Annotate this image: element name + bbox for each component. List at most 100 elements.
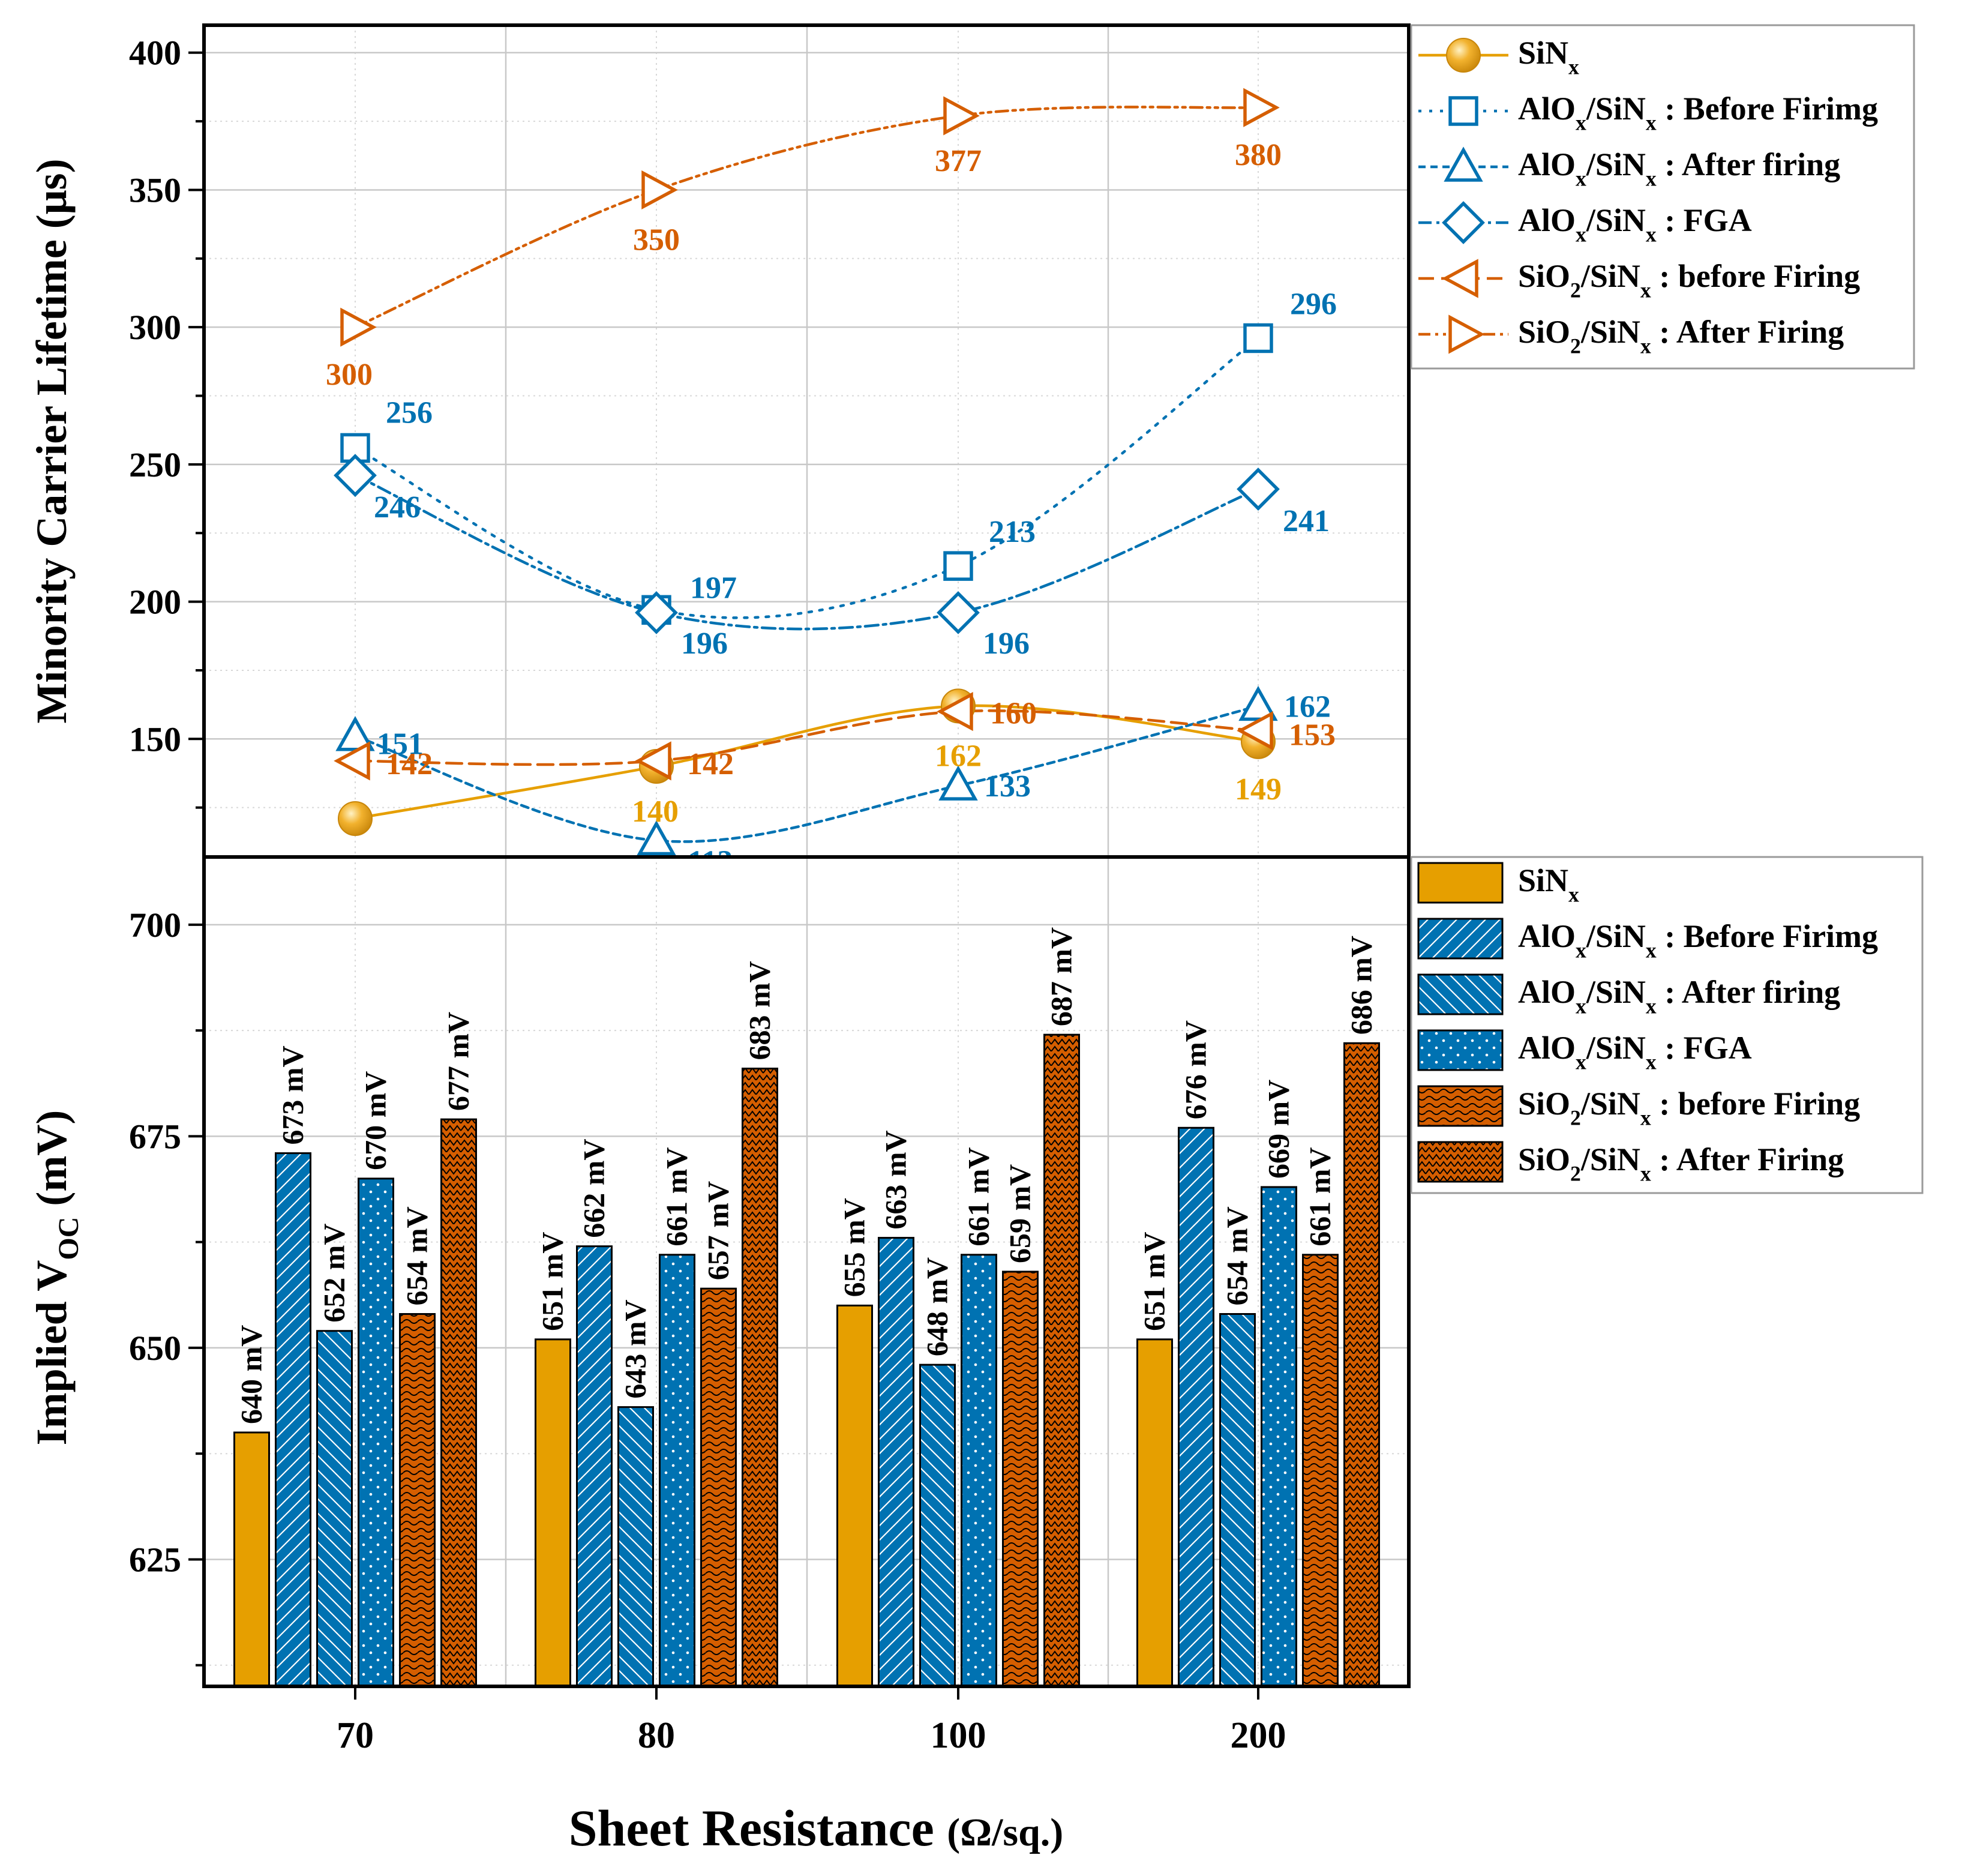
voc-value-label: 659 mV [1003, 1164, 1037, 1263]
lifetime-value-label: 142 [386, 747, 433, 781]
voc-ytick-label: 625 [129, 1540, 181, 1579]
voc-legend-swatch [1417, 1029, 1504, 1071]
voc-value-label: 662 mV [577, 1138, 611, 1237]
voc-legend: SiNx AlOx/SiNx : Before Firimg AlOx/SiNx :… [1410, 856, 1924, 1194]
voc-legend-swatch [1417, 973, 1504, 1015]
lifetime-value-label: 300 [326, 358, 373, 392]
x-axis-label: Sheet Resistance (Ω/sq.) [569, 1799, 1064, 1857]
lifetime-value-label: 153 [1289, 718, 1336, 753]
lifetime-value-label: 162 [1284, 690, 1331, 724]
voc-bar-alox_fga-2 [659, 1254, 695, 1688]
lifetime-point-sio2_after-1 [340, 307, 377, 347]
lifetime-value-label: 142 [687, 747, 734, 781]
lifetime-y-label: Minority Carrier Lifetime (μs) [28, 158, 76, 723]
voc-value-label: 657 mV [701, 1181, 735, 1280]
lifetime-point-sio2_after-3 [943, 96, 980, 136]
lifetime-value-label: 196 [983, 627, 1030, 661]
voc-value-label: 651 mV [1138, 1232, 1171, 1331]
lifetime-legend-marker [1448, 96, 1478, 126]
voc-legend-item-sinx: SiNx [1417, 862, 1579, 906]
voc-bar-sio2_before-4 [1302, 1254, 1339, 1688]
lifetime-curve-alox_before [353, 337, 1260, 619]
lifetime-value-label: 149 [1235, 772, 1282, 807]
voc-value-label: 661 mV [660, 1147, 694, 1246]
lifetime-legend-label-alox_before: AlOx/SiNx : Before Firimg [1518, 91, 1878, 134]
voc-bar-sio2_after-1 [440, 1118, 477, 1688]
lifetime-markers [334, 88, 1280, 856]
lifetime-point-alox_after-3 [938, 765, 978, 801]
lifetime-point-sio2_after-4 [1243, 88, 1280, 127]
voc-bar-alox_after-1 [316, 1330, 353, 1688]
voc-value-label: 651 mV [536, 1232, 569, 1331]
lifetime-legend-item-alox_before: AlOx/SiNx : Before Firimg [1418, 91, 1878, 134]
lifetime-legend-item-sinx: SiNx [1418, 35, 1579, 79]
lifetime-value-label: 140 [632, 795, 679, 829]
lifetime-ytick-label: 300 [129, 308, 181, 347]
voc-bar-alox_fga-1 [358, 1177, 394, 1688]
lifetime-value-labels: 1401621492561972132961511131331622461961… [326, 138, 1337, 879]
voc-frame [202, 855, 1411, 1688]
voc-bar-sinx-2 [535, 1338, 571, 1688]
voc-ytick-label: 675 [129, 1117, 181, 1156]
lifetime-curve-sio2_before [353, 709, 1260, 766]
voc-legend-label-alox_after: AlOx/SiNx : After firing [1518, 974, 1840, 1018]
voc-value-label: 655 mV [838, 1198, 871, 1297]
voc-panel: 625 650 675 700 Implied VOC (mV) 640 mV 651 mV… [28, 855, 1411, 1688]
lifetime-curve-sinx [353, 704, 1260, 820]
voc-legend-swatch [1417, 1141, 1504, 1183]
voc-bar-alox_fga-4 [1261, 1186, 1297, 1688]
voc-legend-item-sio2_after: SiO2/SiNx : After Firing [1417, 1141, 1844, 1185]
voc-value-label: 654 mV [400, 1206, 434, 1305]
voc-legend-label-sio2_after: SiO2/SiNx : After Firing [1518, 1141, 1844, 1185]
lifetime-legend-label-sio2_before: SiO2/SiNx : before Firing [1518, 258, 1860, 302]
lifetime-point-alox_after-2 [637, 820, 676, 856]
voc-bar-alox_before-4 [1178, 1126, 1214, 1688]
voc-bar-alox_after-4 [1219, 1313, 1256, 1688]
lifetime-legend-marker [1442, 259, 1478, 298]
lifetime-point-sio2_after-2 [641, 170, 678, 210]
voc-bar-sio2_before-3 [1002, 1270, 1039, 1688]
lifetime-value-label: 246 [374, 490, 421, 525]
voc-value-label: 669 mV [1262, 1080, 1295, 1179]
lifetime-legend-marker [1446, 38, 1481, 73]
lifetime-point-alox_fga-4 [1237, 467, 1280, 511]
lifetime-value-label: 162 [935, 739, 982, 773]
voc-ytick-label: 700 [129, 906, 181, 945]
voc-legend-box [1410, 856, 1924, 1194]
voc-value-label: 663 mV [879, 1130, 913, 1229]
voc-bar-sio2_after-2 [742, 1068, 778, 1688]
lifetime-point-alox_fga-2 [635, 591, 678, 634]
voc-legend-label-sio2_before: SiO2/SiNx : before Firing [1518, 1086, 1860, 1129]
voc-value-label: 683 mV [743, 961, 776, 1060]
voc-value-label: 673 mV [276, 1045, 310, 1144]
lifetime-value-label: 241 [1283, 504, 1330, 538]
lifetime-legend-marker [1448, 314, 1485, 354]
voc-bar-alox_before-3 [878, 1237, 914, 1688]
lifetime-ytick-label: 150 [129, 720, 181, 759]
x-tick-label-200: 200 [1231, 1715, 1286, 1756]
lifetime-legend: SiNx AlOx/SiNx : Before Firimg AlOx/SiNx :… [1410, 24, 1915, 370]
lifetime-curves [353, 106, 1260, 843]
voc-ytick-label: 650 [129, 1329, 181, 1368]
voc-value-label: 661 mV [962, 1147, 995, 1246]
lifetime-value-label: 213 [989, 515, 1036, 549]
lifetime-legend-item-sio2_before: SiO2/SiNx : before Firing [1418, 258, 1860, 302]
lifetime-value-label: 377 [935, 144, 982, 178]
voc-legend-label-sinx: SiNx [1518, 862, 1579, 906]
lifetime-y-axis: 150 200 250 300 350 400 [129, 34, 204, 809]
lifetime-value-label: 197 [690, 571, 737, 605]
shared-x-axis: 70 80 100 200 Sheet Resistance (Ω/sq.) [337, 1686, 1286, 1857]
lifetime-legend-marker [1444, 146, 1483, 182]
voc-legend-swatch [1417, 1085, 1504, 1127]
lifetime-value-label: 196 [681, 627, 728, 661]
x-tick-label-100: 100 [931, 1715, 986, 1756]
lifetime-value-label: 151 [377, 727, 424, 762]
lifetime-ytick-label: 400 [129, 34, 181, 73]
voc-value-label: 686 mV [1345, 936, 1378, 1035]
voc-bar-sinx-4 [1136, 1338, 1173, 1688]
voc-value-labels: 640 mV 651 mV 655 mV 651 mV 673 mV 662 mV 663 … [235, 927, 1378, 1424]
voc-legend-label-alox_before: AlOx/SiNx : Before Firimg [1518, 918, 1878, 962]
voc-bars [233, 1033, 1380, 1688]
lifetime-value-label: 256 [386, 395, 433, 430]
voc-value-label: 687 mV [1045, 927, 1078, 1026]
